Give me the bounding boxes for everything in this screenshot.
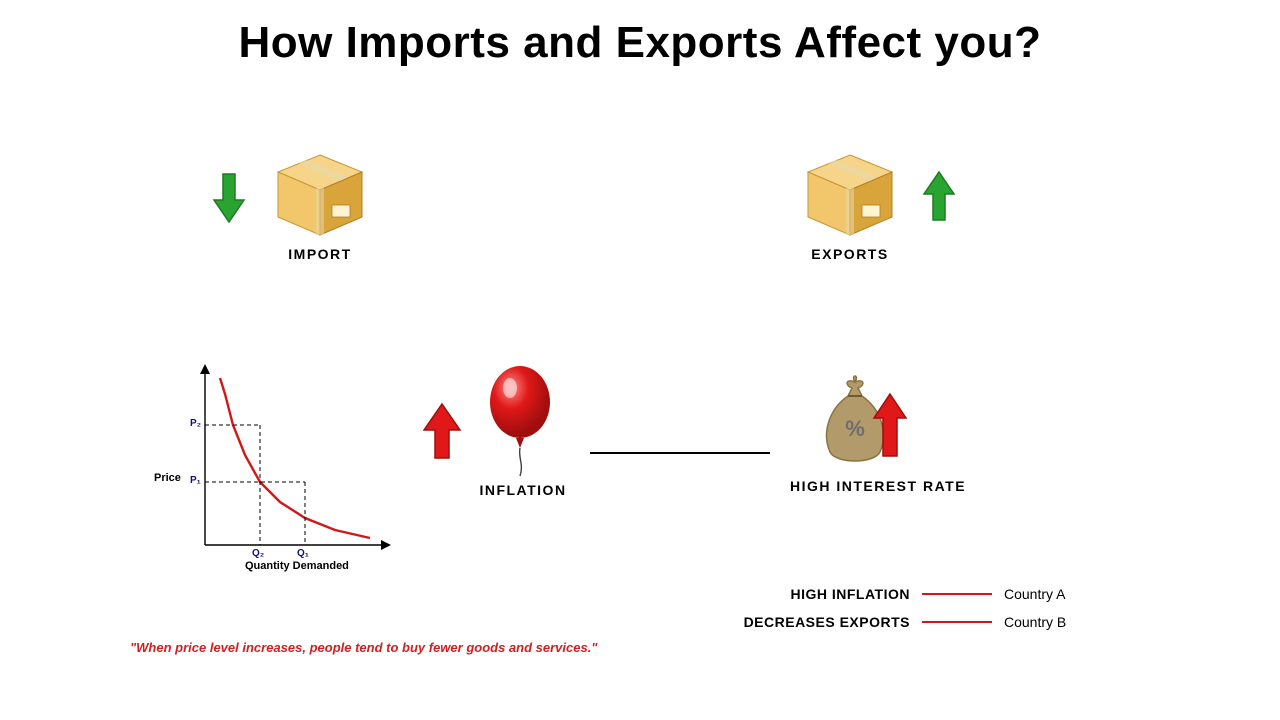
demand-chart: Price Quantity Demanded P₂ P₁ Q₂ Q₁ <box>150 360 410 590</box>
demand-caption: "When price level increases, people tend… <box>130 640 597 655</box>
legend-line-icon <box>922 621 992 623</box>
legend-left-0: HIGH INFLATION <box>700 586 910 602</box>
import-group: IMPORT <box>210 150 430 290</box>
page-title: How Imports and Exports Affect you? <box>0 18 1280 68</box>
demand-chart-svg <box>150 360 410 590</box>
p1-label: P₁ <box>190 475 201 486</box>
legend: HIGH INFLATION Country A DECREASES EXPOR… <box>700 580 1180 636</box>
balloon-icon <box>480 362 560 482</box>
exports-label: EXPORTS <box>800 246 900 262</box>
arrow-up-icon <box>870 390 910 460</box>
legend-left-1: DECREASES EXPORTS <box>700 614 910 630</box>
import-label: IMPORT <box>270 246 370 262</box>
arrow-up-icon <box>920 168 958 224</box>
box-icon <box>270 150 370 240</box>
box-icon <box>800 150 900 240</box>
legend-row: DECREASES EXPORTS Country B <box>700 608 1180 636</box>
exports-group: EXPORTS <box>770 150 990 290</box>
interest-group: % HIGH INTEREST RATE <box>790 370 1030 520</box>
legend-right-0: Country A <box>1004 586 1065 602</box>
legend-line-icon <box>922 593 992 595</box>
y-axis-label: Price <box>154 472 181 484</box>
legend-row: HIGH INFLATION Country A <box>700 580 1180 608</box>
interest-label: HIGH INTEREST RATE <box>778 478 978 494</box>
arrow-down-icon <box>210 170 248 226</box>
legend-right-1: Country B <box>1004 614 1066 630</box>
connector-line <box>590 452 770 454</box>
inflation-label: INFLATION <box>468 482 578 498</box>
p2-label: P₂ <box>190 418 201 429</box>
q1-label: Q₁ <box>297 548 309 559</box>
x-axis-label: Quantity Demanded <box>245 560 349 572</box>
q2-label: Q₂ <box>252 548 264 559</box>
inflation-group: INFLATION <box>420 370 620 520</box>
svg-text:%: % <box>845 416 865 441</box>
arrow-up-icon <box>420 400 464 462</box>
